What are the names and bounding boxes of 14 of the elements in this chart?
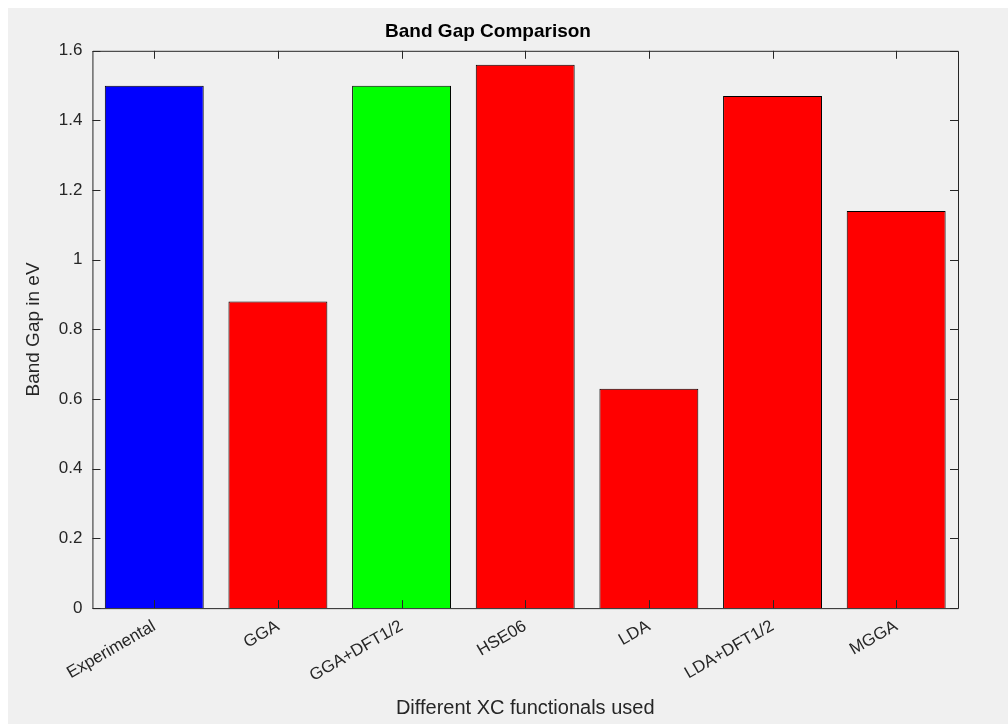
y-axis-title: Band Gap in eV	[21, 262, 43, 397]
x-tick-label: LDA	[615, 615, 654, 650]
y-tick-label: 0.4	[58, 458, 83, 478]
y-tick-label: 1.6	[58, 40, 83, 60]
y-tick-label: 1	[72, 249, 83, 269]
y-tick-label: 1.4	[58, 110, 83, 130]
y-tick-label: 0.8	[58, 319, 83, 339]
y-tick-label: 0.2	[58, 528, 83, 548]
y-tick-label: 0	[72, 597, 83, 617]
y-tick-label: 1.2	[58, 179, 83, 199]
y-tick-label: 0.6	[58, 388, 83, 408]
x-tick-label: GGA	[240, 615, 283, 652]
chart-title: Band Gap Comparison	[385, 19, 591, 41]
x-axis-title: Different XC functionals used	[395, 695, 655, 718]
